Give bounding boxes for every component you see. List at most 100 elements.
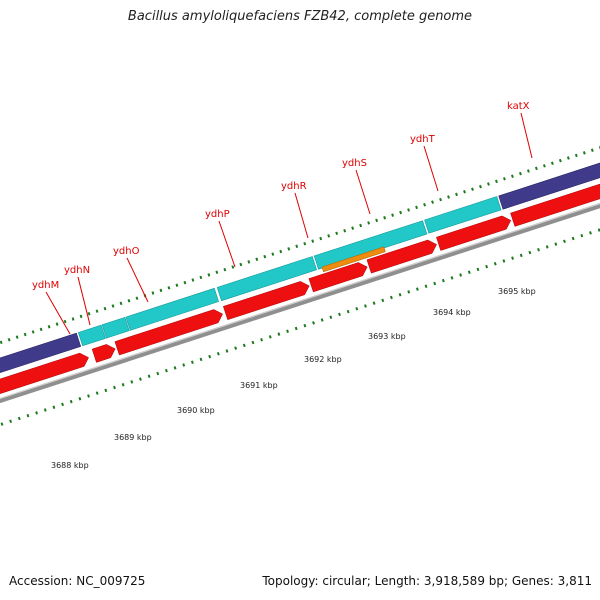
- outer-tick: [526, 169, 530, 173]
- ruler-tick: [225, 349, 229, 353]
- ruler-tick: [121, 382, 125, 387]
- ruler-tick: [329, 315, 333, 319]
- ruler-tick: [26, 413, 30, 418]
- gene-label: ydhP: [205, 209, 230, 220]
- outer-tick: [415, 205, 418, 210]
- gene-label: ydhM: [32, 280, 59, 291]
- feature-track: [0, 162, 600, 373]
- ruler-label: 3689 kbp: [114, 433, 152, 442]
- ruler-tick: [286, 329, 289, 334]
- outer-tick: [23, 332, 27, 337]
- outer-tick: [151, 291, 155, 295]
- ruler-tick: [208, 354, 212, 359]
- ruler-tick: [502, 259, 506, 263]
- ruler-label: 3692 kbp: [304, 355, 342, 364]
- outer-tick: [519, 171, 522, 176]
- ruler-tick: [260, 337, 264, 342]
- ruler-tick: [372, 301, 376, 305]
- ruler-tick: [147, 374, 151, 379]
- gene-block: [101, 317, 130, 339]
- gene-label-leader: [45, 291, 71, 335]
- outer-tick: [119, 301, 123, 306]
- ruler-tick: [130, 380, 134, 384]
- outer-tick: [175, 283, 179, 287]
- gene-label: ydhR: [281, 181, 307, 192]
- outer-tick: [511, 174, 514, 178]
- outer-tick: [574, 153, 578, 158]
- ruler-tick: [87, 394, 90, 398]
- ruler-tick: [467, 270, 471, 274]
- outer-tick: [471, 187, 474, 191]
- map-title: Bacillus amyloliquefaciens FZB42, comple…: [127, 9, 473, 24]
- outer-tick: [255, 257, 259, 262]
- ruler-tick: [35, 411, 39, 415]
- ruler-tick: [199, 357, 203, 362]
- ruler-label: 3695 kbp: [498, 287, 536, 296]
- outer-tick: [455, 192, 458, 197]
- gene-block: [313, 220, 428, 270]
- ruler-tick: [424, 284, 428, 289]
- gene-label: ydhS: [342, 158, 367, 169]
- outer-tick: [542, 164, 546, 168]
- gene-label-leader: [520, 112, 533, 159]
- accession-text: Accession: NC_009725: [9, 574, 146, 588]
- gene-block: [424, 196, 502, 234]
- ruler-tick: [459, 273, 463, 277]
- outer-tick: [79, 314, 83, 319]
- ruler-label: 3694 kbp: [433, 308, 471, 317]
- outer-tick: [566, 156, 570, 160]
- gene-label: ydhO: [113, 246, 140, 257]
- ruler-tick: [242, 343, 246, 348]
- ruler-tick: [139, 377, 142, 381]
- outer-tick: [335, 231, 339, 236]
- ruler-tick: [303, 323, 307, 328]
- ruler-tick: [355, 307, 359, 311]
- gene-label-leader: [355, 169, 371, 215]
- ruler-tick: [476, 267, 480, 272]
- outer-tick: [207, 273, 211, 277]
- ruler-tick: [519, 253, 523, 258]
- gene-label: ydhN: [64, 265, 90, 276]
- gene-label: katX: [507, 101, 530, 112]
- ruler-tick: [268, 335, 272, 339]
- outer-tick: [343, 228, 347, 233]
- ruler-tick: [364, 304, 367, 308]
- outer-tick: [183, 280, 187, 285]
- outer-tick: [375, 218, 379, 223]
- outer-tick: [399, 210, 403, 215]
- outer-tick: [383, 216, 387, 220]
- cds-arrow: [91, 344, 116, 363]
- ruler-label: 3691 kbp: [240, 381, 278, 390]
- ruler-tick: [164, 368, 168, 373]
- ruler-tick: [52, 405, 56, 409]
- outer-tick: [127, 299, 131, 303]
- gene-label-leader: [294, 192, 309, 239]
- ruler-tick: [69, 399, 73, 404]
- gene-label: ydhT: [410, 134, 436, 145]
- ruler-tick: [9, 419, 13, 423]
- cds-arrow: [510, 183, 600, 227]
- outer-tick: [367, 221, 371, 225]
- outer-tick: [231, 265, 235, 269]
- cds-arrow: [0, 352, 89, 394]
- cds-arrow: [114, 309, 223, 356]
- gene-block: [125, 287, 219, 331]
- ruler-tick: [346, 309, 350, 314]
- cds-arrow: [436, 215, 512, 251]
- outer-tick: [71, 317, 75, 321]
- gene-block: [77, 324, 106, 347]
- outer-tick: [7, 337, 11, 342]
- ruler-tick: [95, 391, 99, 395]
- ruler-label: 3688 kbp: [51, 461, 89, 470]
- gene-labels: ydhM ydhN ydhO ydhP ydhR ydhS ydhT katX: [32, 101, 533, 335]
- gene-label-leader: [423, 145, 439, 192]
- outer-tick: [407, 208, 410, 212]
- outer-tick: [199, 275, 203, 280]
- backbone-layer: [0, 202, 600, 404]
- ruler-tick: [113, 385, 116, 390]
- outer-tick: [351, 226, 355, 230]
- gene-track: [77, 196, 502, 347]
- ruler-tick: [511, 256, 514, 260]
- outer-tick: [103, 306, 107, 311]
